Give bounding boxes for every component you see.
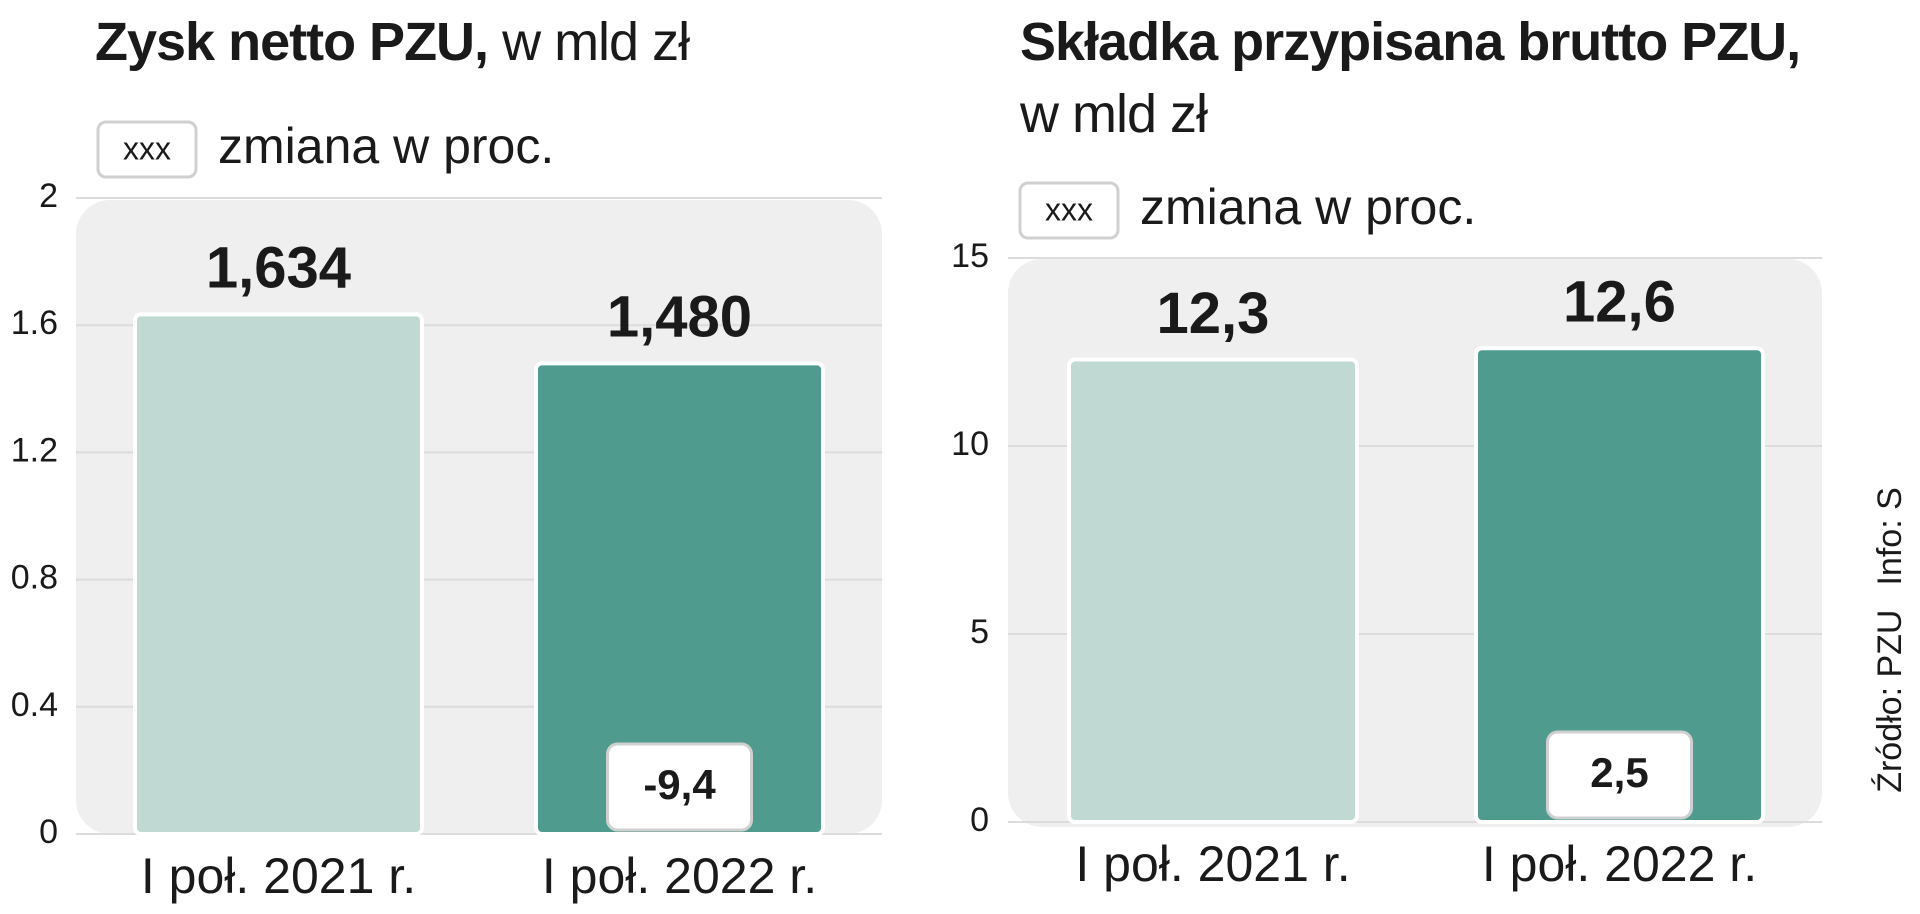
x-tick-label: I poł. 2022 r. xyxy=(542,848,817,904)
bar xyxy=(534,361,825,836)
bar xyxy=(1474,346,1765,824)
y-tick-label: 0 xyxy=(970,801,989,839)
value-label: 12,3 xyxy=(1157,281,1270,346)
y-tick-label: 0.8 xyxy=(11,559,58,597)
credit: Info: S xyxy=(1871,487,1909,585)
legend-label: zmiana w proc. xyxy=(1140,179,1476,235)
change-label: -9,4 xyxy=(643,761,716,808)
value-label: 12,6 xyxy=(1563,270,1676,335)
y-tick-label: 0.4 xyxy=(11,686,58,724)
chart-title-block: Zysk netto PZU, w mld zł xyxy=(95,6,895,78)
change-label: 2,5 xyxy=(1590,749,1648,796)
y-tick-label: 0 xyxy=(39,813,58,851)
y-tick-label: 1.6 xyxy=(11,304,58,342)
y-tick-label: 2 xyxy=(39,177,58,215)
legend-box-text: xxx xyxy=(123,130,171,166)
y-tick-label: 10 xyxy=(951,425,989,463)
chart-unit: w mld zł xyxy=(1020,84,1208,144)
chart-title: Zysk netto PZU, xyxy=(95,12,489,72)
value-label: 1,480 xyxy=(607,285,752,350)
value-label: 1,634 xyxy=(206,236,351,301)
legend-label: zmiana w proc. xyxy=(218,118,554,174)
y-tick-label: 15 xyxy=(951,237,989,275)
x-tick-label: I poł. 2021 r. xyxy=(141,848,416,904)
y-tick-label: 5 xyxy=(970,613,989,651)
source: Źródło: PZU xyxy=(1871,610,1909,793)
legend-box xyxy=(96,120,198,179)
chart-unit: w mld zł xyxy=(502,12,690,72)
change-box xyxy=(606,742,753,832)
x-tick-label: I poł. 2022 r. xyxy=(1482,836,1757,892)
bar xyxy=(1067,357,1359,824)
legend-box xyxy=(1018,181,1120,240)
bar xyxy=(133,312,424,836)
legend-box-text: xxx xyxy=(1045,191,1093,227)
y-tick-label: 1.2 xyxy=(11,431,58,469)
chart-title: Składka przypisana brutto PZU, xyxy=(1020,12,1801,72)
source-block: Źródło: PZU Info: S xyxy=(1871,487,1909,793)
change-box xyxy=(1546,730,1693,820)
chart-title-block: Składka przypisana brutto PZU, w mld zł xyxy=(1020,6,1820,150)
x-tick-label: I poł. 2021 r. xyxy=(1075,836,1350,892)
